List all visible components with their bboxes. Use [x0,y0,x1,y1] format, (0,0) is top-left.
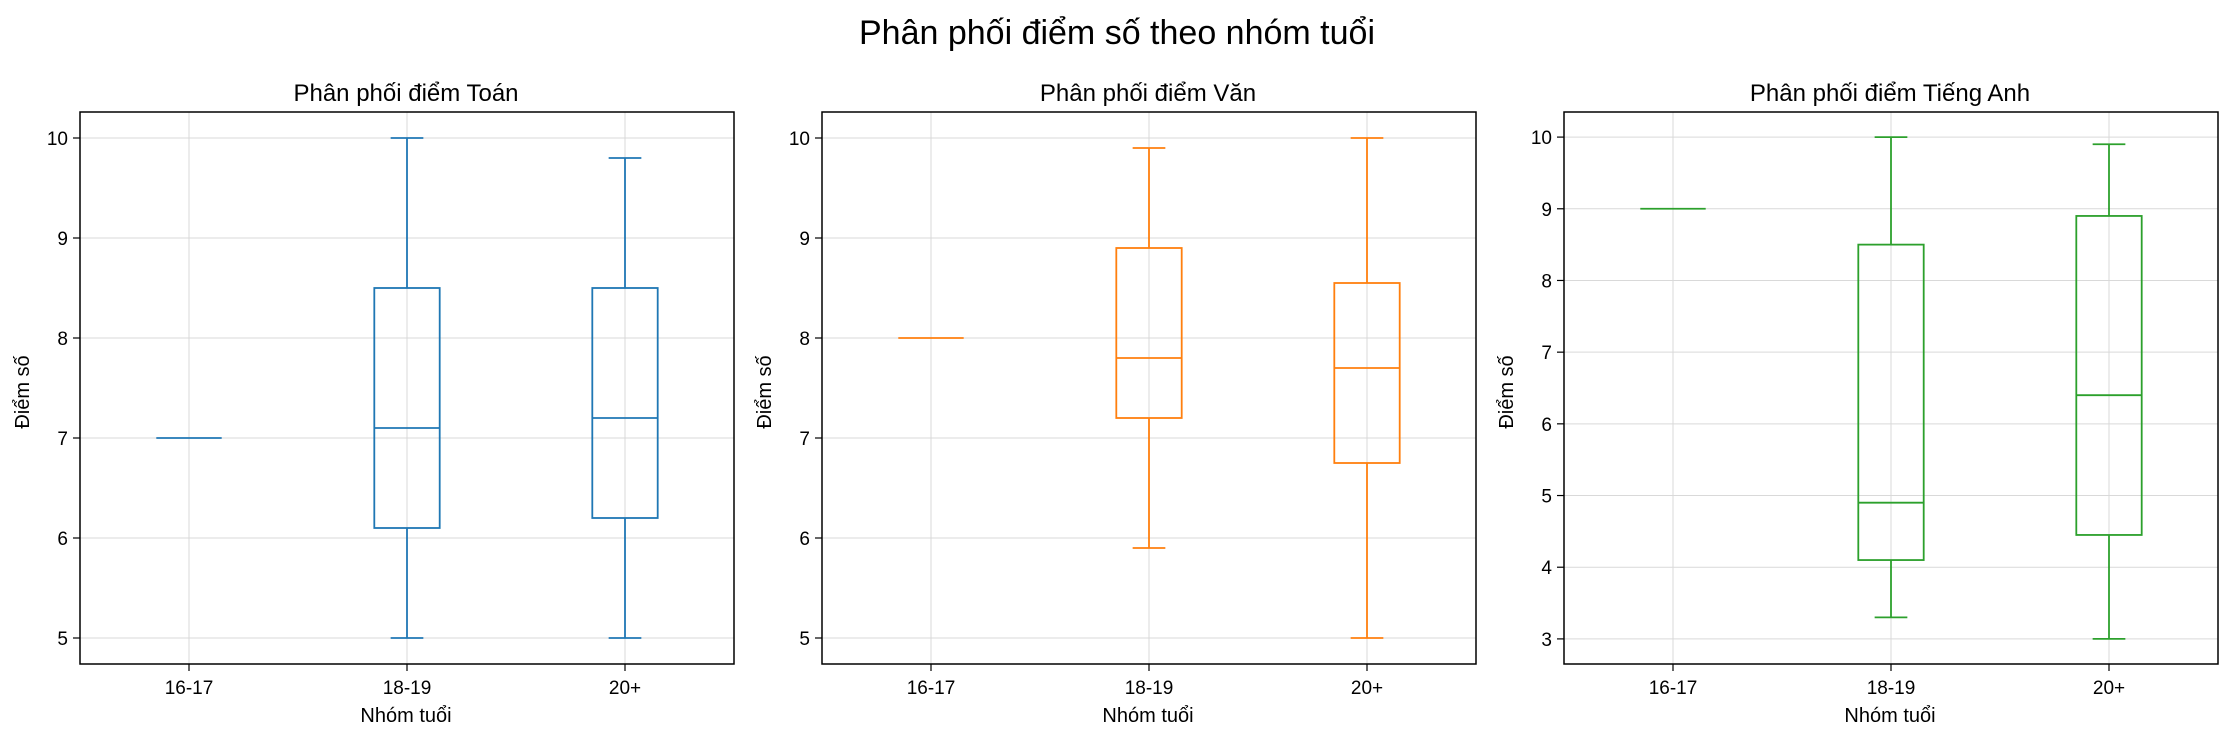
x-axis-label: Nhóm tuổi [360,705,451,727]
subplot-van: Phân phối điểm Văn Nhóm tuổi Điểm số 5 6 7… [754,80,1477,727]
box-iqr [1333,282,1401,464]
y-tick-label: 9 [799,229,810,250]
x-tick-label: 16-17 [1649,678,1698,699]
subplot-toan: Phân phối điểm Toán Nhóm tuổi Điểm số 5 6… [12,80,735,727]
x-axis-label: Nhóm tuổi [1844,705,1935,727]
x-axis-label: Nhóm tuổi [1102,705,1193,727]
subplot-title: Phân phối điểm Văn [1040,80,1256,107]
y-axis-label: Điểm số [754,355,776,428]
box-iqr [1857,243,1925,561]
x-tick-label: 20+ [1351,678,1383,699]
figure-title: Phân phối điểm số theo nhóm tuổi [859,14,1375,52]
y-tick-label: 9 [57,229,68,250]
box-iqr [1115,247,1183,419]
y-tick-label: 8 [1541,271,1552,292]
y-tick-label: 3 [1541,630,1552,651]
x-tick-label: 20+ [2093,678,2125,699]
y-tick-label: 5 [57,629,68,650]
subplot-title: Phân phối điểm Tiếng Anh [1750,80,2030,107]
box-iqr [591,287,659,519]
y-tick-label: 8 [57,329,68,350]
y-tick-label: 7 [799,429,810,450]
y-tick-label: 10 [47,129,68,150]
y-tick-label: 6 [57,529,68,550]
x-tick-label: 16-17 [165,678,214,699]
axes-frame [821,111,1477,665]
y-tick-label: 6 [1541,415,1552,436]
y-tick-label: 7 [57,429,68,450]
x-tick-label: 18-19 [1125,678,1174,699]
y-tick-label: 7 [1541,343,1552,364]
axes-frame [1563,111,2219,665]
y-tick-label: 10 [789,129,810,150]
plot-area: 5 6 7 8 9 10 16-17 18-19 20+ [47,111,735,699]
subplot-tieng-anh: Phân phối điểm Tiếng Anh Nhóm tuổi Điểm … [1496,80,2219,727]
y-tick-label: 10 [1531,128,1552,149]
y-tick-label: 6 [799,529,810,550]
y-tick-label: 8 [799,329,810,350]
plot-area: 5 6 7 8 9 10 16-17 18-19 20+ [789,111,1477,699]
y-tick-label: 4 [1541,558,1552,579]
x-tick-label: 16-17 [907,678,956,699]
x-tick-label: 20+ [609,678,641,699]
plot-area: 3 4 5 6 7 8 9 10 16-17 18-19 20+ [1531,111,2219,699]
subplot-title: Phân phối điểm Toán [293,80,518,107]
y-tick-label: 9 [1541,200,1552,221]
y-axis-label: Điểm số [1496,355,1518,428]
y-tick-label: 5 [1541,487,1552,508]
x-tick-label: 18-19 [1867,678,1916,699]
box-iqr [373,287,441,529]
y-axis-label: Điểm số [12,355,34,428]
axes-frame [79,111,735,665]
y-tick-label: 5 [799,629,810,650]
x-tick-label: 18-19 [383,678,432,699]
box-iqr [2075,215,2143,536]
